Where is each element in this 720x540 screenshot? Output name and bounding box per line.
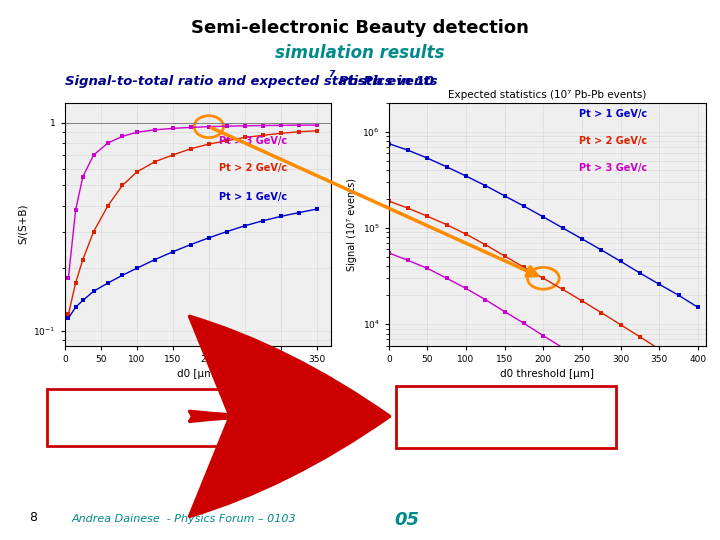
Text: 8: 8 — [29, 511, 37, 524]
Text: Pt > 1 GeV/c: Pt > 1 GeV/c — [220, 192, 287, 202]
Y-axis label: Signal (10⁷ events): Signal (10⁷ events) — [347, 178, 357, 271]
Text: simulation results: simulation results — [275, 44, 445, 62]
Text: Pt > 3 GeV/c: Pt > 3 GeV/c — [220, 136, 287, 146]
Text: Pt > 3 GeV/c: Pt > 3 GeV/c — [579, 163, 647, 173]
Text: Pt > 2 GeV/c: Pt > 2 GeV/c — [579, 136, 647, 146]
Text: p$_T$ > 2 GeV/c ,  200 < |d$_0$| < 600 μm: p$_T$ > 2 GeV/c , 200 < |d$_0$| < 600 μm — [92, 409, 297, 423]
Text: 90% purity: 90% purity — [471, 401, 540, 414]
Text: Andrea Dainese  - Physics Forum – 0103: Andrea Dainese - Physics Forum – 0103 — [72, 514, 297, 524]
Text: 05: 05 — [395, 511, 420, 529]
X-axis label: d0 [μm]: d0 [μm] — [177, 369, 219, 379]
Text: Semi-electronic Beauty detection: Semi-electronic Beauty detection — [191, 19, 529, 37]
Text: 7: 7 — [328, 70, 335, 79]
Title: Expected statistics (10⁷ Pb-Pb events): Expected statistics (10⁷ Pb-Pb events) — [448, 90, 647, 100]
Text: Signal-to-total ratio and expected statistics in 10: Signal-to-total ratio and expected stati… — [65, 75, 434, 87]
Text: 40,000 e from B: 40,000 e from B — [455, 421, 556, 434]
Text: Pt > 1 GeV/c: Pt > 1 GeV/c — [579, 109, 647, 119]
X-axis label: d0 threshold [μm]: d0 threshold [μm] — [500, 369, 594, 379]
Y-axis label: S/(S+B): S/(S+B) — [18, 204, 28, 244]
Text: Pb-Pb events: Pb-Pb events — [334, 75, 438, 87]
Text: Pt > 2 GeV/c: Pt > 2 GeV/c — [220, 163, 287, 173]
